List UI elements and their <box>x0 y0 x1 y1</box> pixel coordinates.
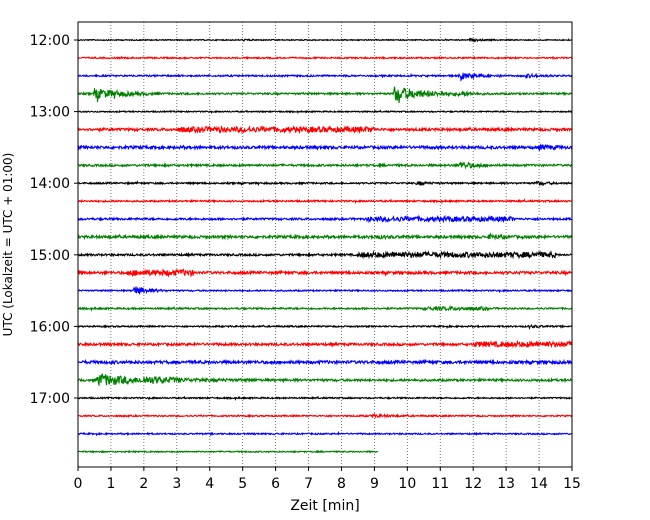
x-tick-label: 9 <box>370 476 379 492</box>
x-tick-label: 2 <box>139 476 148 492</box>
seismogram-traces <box>77 37 573 454</box>
trace-row-1545 <box>77 304 573 312</box>
x-tick-label: 1 <box>106 476 115 492</box>
trace-row-1600 <box>77 323 573 330</box>
trace-row-1430 <box>77 214 573 224</box>
trace-row-1415 <box>77 198 573 205</box>
y-axis-label: UTC (Lokalzeit = UTC + 01:00) <box>1 153 15 337</box>
x-tick-label: 6 <box>271 476 280 492</box>
x-tick-label: 14 <box>530 476 548 492</box>
y-tick-label: 14:00 <box>30 176 70 192</box>
x-tick-label: 15 <box>563 476 581 492</box>
trace-row-1730 <box>77 430 573 437</box>
trace-row-1630 <box>77 358 573 366</box>
x-tick-label: 3 <box>172 476 181 492</box>
x-tick-label: 10 <box>398 476 416 492</box>
x-tick-label: 11 <box>431 476 449 492</box>
x-tick-label: 13 <box>497 476 515 492</box>
x-tick-label: 0 <box>74 476 83 492</box>
y-tick-label: 13:00 <box>30 105 70 121</box>
trace-row-1330 <box>77 143 573 152</box>
trace-row-1615 <box>77 339 573 349</box>
trace-row-1215 <box>77 55 573 61</box>
trace-row-1715 <box>77 412 573 419</box>
trace-row-1445 <box>77 232 573 241</box>
trace-row-1315 <box>77 124 573 135</box>
trace-row-1345 <box>77 161 573 170</box>
x-axis-label: Zeit [min] <box>290 498 359 514</box>
x-tick-label: 5 <box>238 476 247 492</box>
trace-row-1500 <box>77 249 573 260</box>
trace-row-1245 <box>77 86 573 104</box>
x-tick-label: 4 <box>205 476 214 492</box>
x-tick-label: 12 <box>464 476 482 492</box>
trace-row-1700 <box>77 395 573 401</box>
x-axis-ticks: 0 1 2 3 4 5 6 7 8 9 10 11 12 13 14 15 <box>74 467 581 492</box>
trace-row-1645 <box>77 372 573 387</box>
plot-frame <box>77 21 573 468</box>
y-axis-ticks: 12:00 13:00 14:00 15:00 16:00 17:00 <box>30 33 78 407</box>
trace-row-1515 <box>77 268 573 278</box>
grid-lines <box>110 22 540 467</box>
y-tick-label: 17:00 <box>30 391 70 407</box>
y-tick-label: 12:00 <box>30 33 70 49</box>
x-tick-label: 8 <box>337 476 346 492</box>
trace-row-1230 <box>77 72 573 83</box>
trace-row-1745 <box>77 449 379 454</box>
trace-row-1530 <box>77 286 573 295</box>
y-tick-label: 16:00 <box>30 319 70 335</box>
trace-row-1200 <box>77 37 573 43</box>
trace-row-1300 <box>77 109 573 115</box>
trace-row-1400 <box>77 180 573 187</box>
y-tick-label: 15:00 <box>30 248 70 264</box>
x-tick-label: 7 <box>304 476 313 492</box>
